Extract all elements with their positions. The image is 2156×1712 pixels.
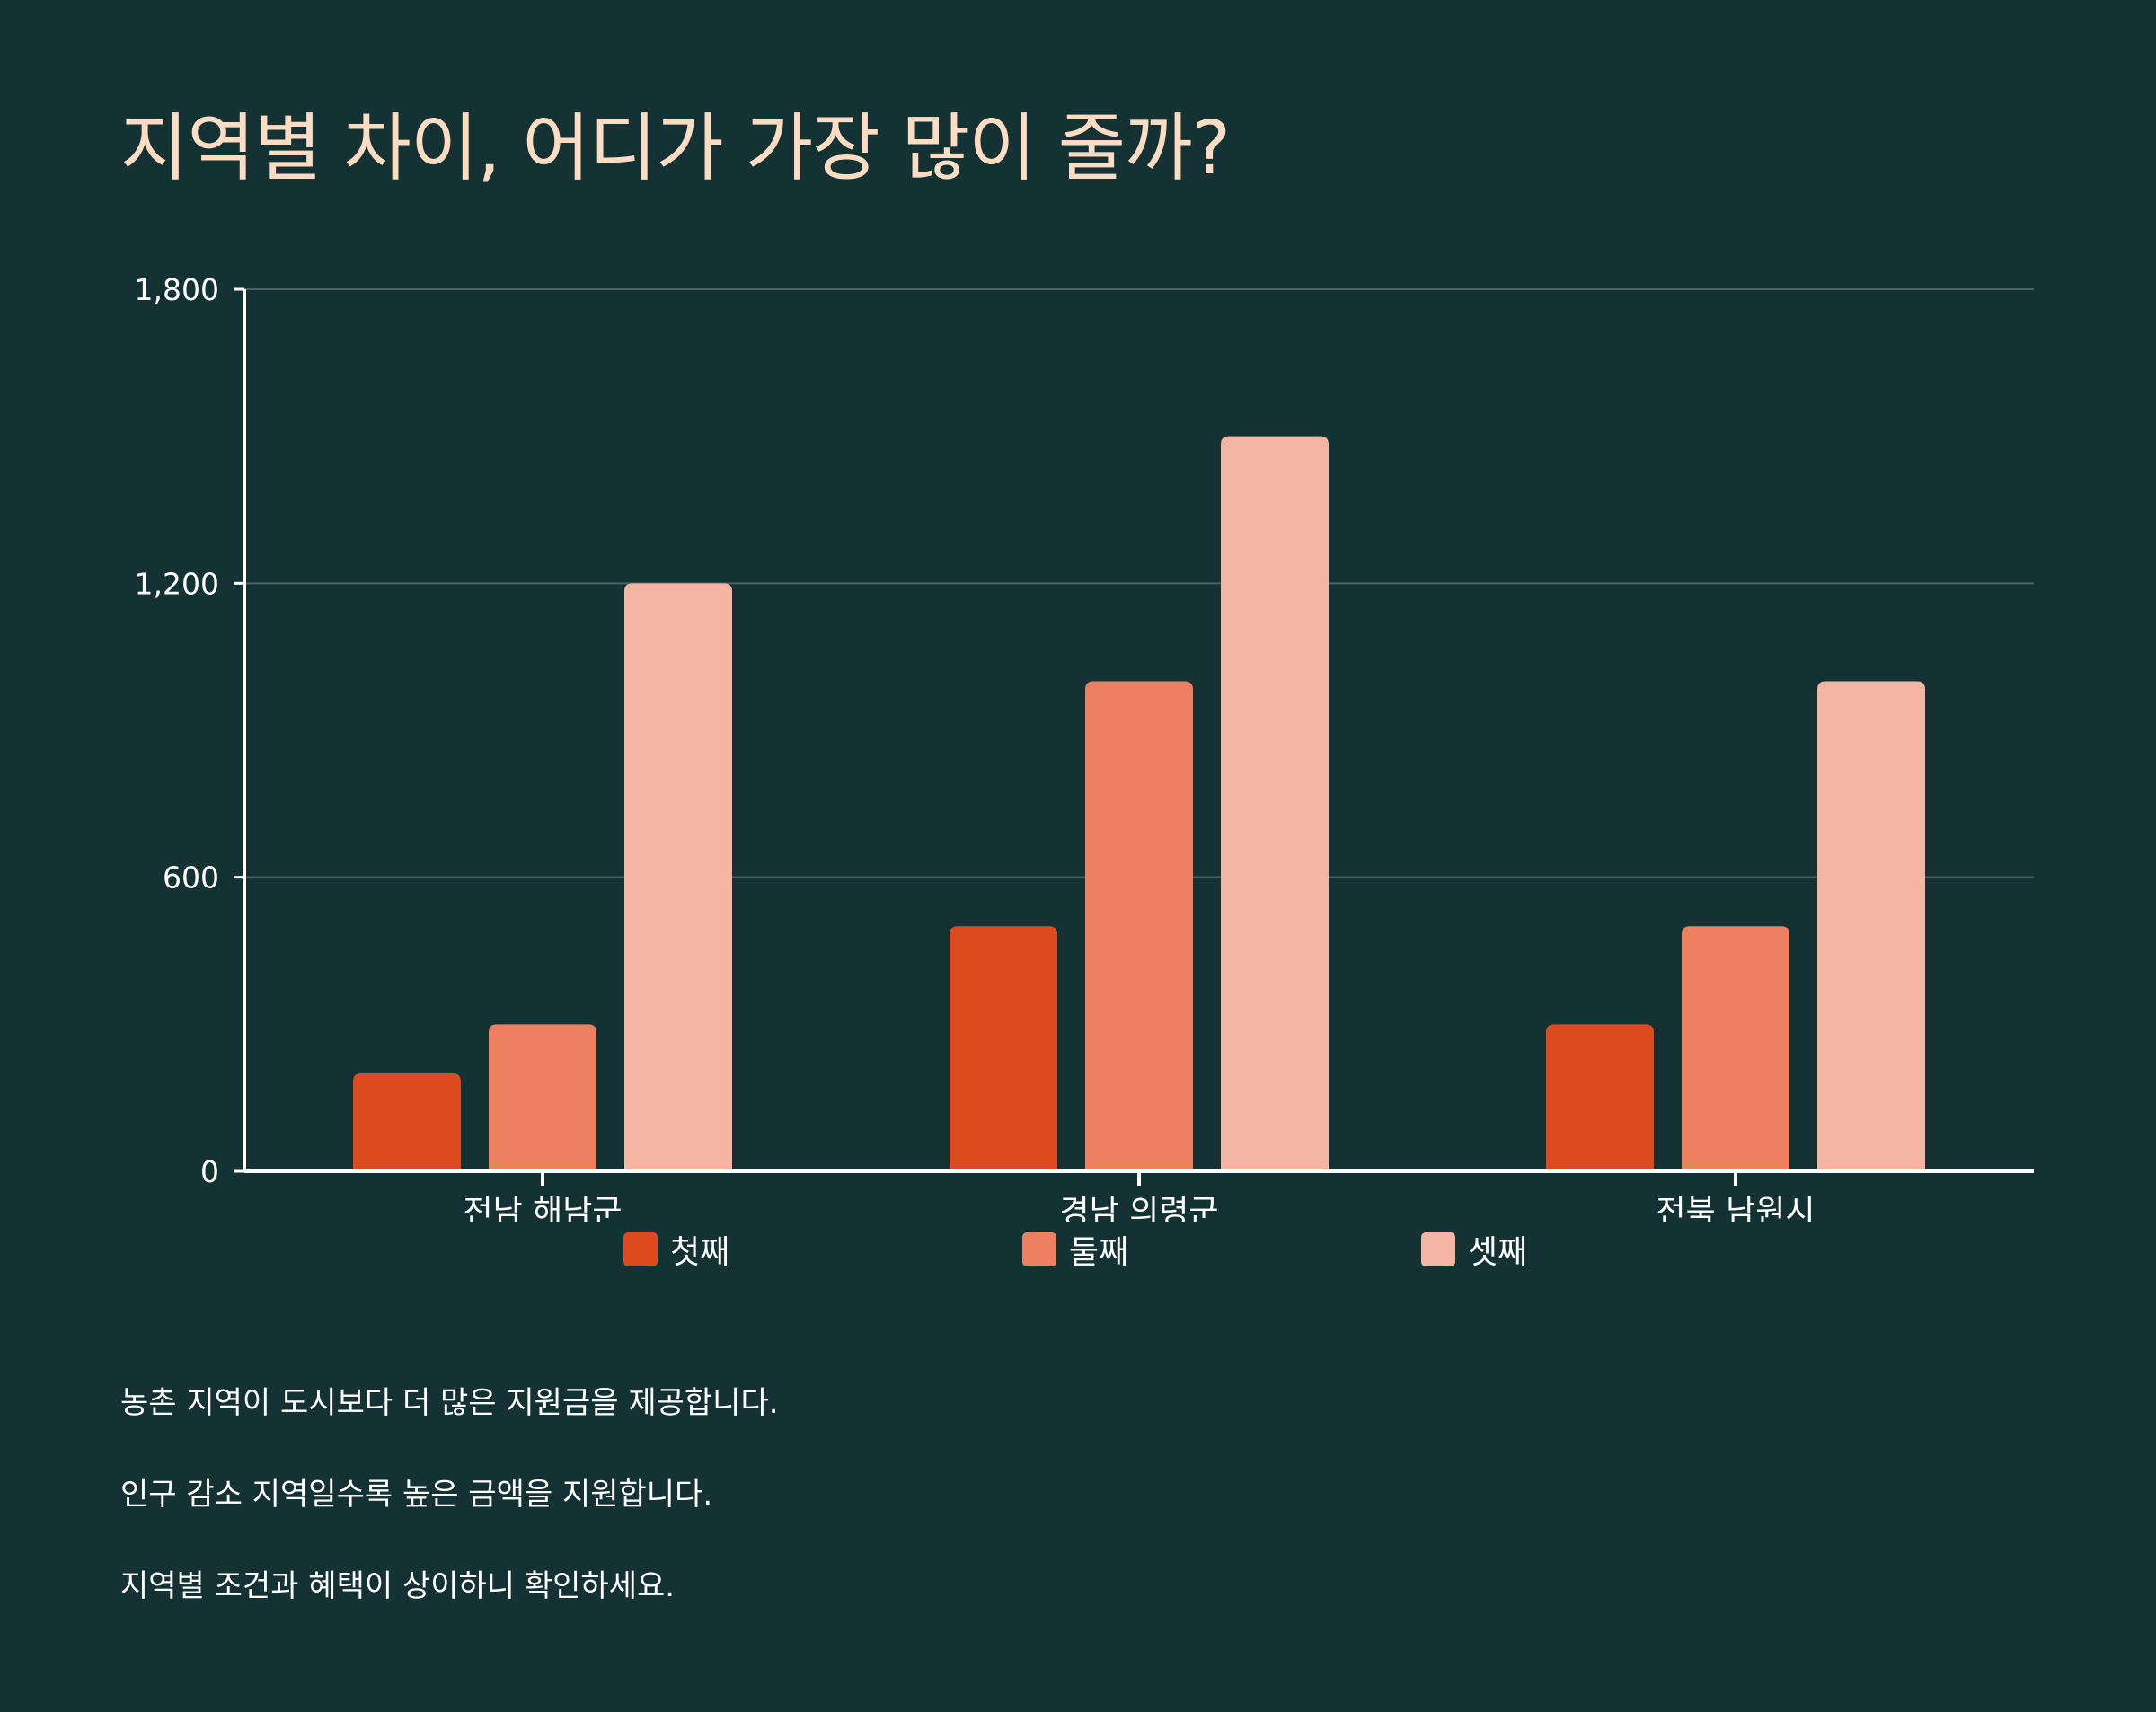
legend-label: 첫째 xyxy=(670,1234,730,1271)
bar xyxy=(624,583,732,1171)
y-tick-label: 600 xyxy=(163,860,219,896)
bars xyxy=(353,436,1925,1172)
y-tick-label: 1,200 xyxy=(135,566,219,601)
bar xyxy=(1085,681,1193,1171)
note-3: 지역별 조건과 혜택이 상이하니 확인하세요. xyxy=(120,1568,676,1604)
y-tick-label: 1,800 xyxy=(135,272,219,307)
x-tick-label: 전북 남원시 xyxy=(1656,1194,1815,1222)
bar xyxy=(353,1072,461,1171)
bar xyxy=(950,926,1057,1171)
x-tick-label: 전남 해남군 xyxy=(463,1194,622,1222)
chart-title: 지역별 차이, 어디가 가장 많이 줄까? xyxy=(120,106,1231,191)
y-tick-label: 0 xyxy=(200,1154,219,1189)
legend-item: 첫째 xyxy=(623,1227,729,1272)
note-1: 농촌 지역이 도시보다 더 많은 지원금을 제공합니다. xyxy=(120,1385,779,1421)
bar xyxy=(489,1024,596,1171)
legend-swatch xyxy=(1022,1232,1056,1266)
bar xyxy=(1221,436,1329,1172)
note-2: 인구 감소 지역일수록 높은 금액을 지원합니다. xyxy=(120,1477,713,1513)
bar-chart: 0 600 1,200 1,800 전남 해남군 경남 의령군 전북 남원시 xyxy=(135,272,2034,1222)
legend-label: 셋째 xyxy=(1468,1234,1528,1271)
bar xyxy=(1682,926,1789,1171)
legend-swatch xyxy=(623,1232,658,1266)
legend: 첫째 둘째 셋째 xyxy=(0,1227,2156,1272)
legend-item: 셋째 xyxy=(1421,1227,1527,1272)
legend-label: 둘째 xyxy=(1069,1234,1129,1271)
legend-item: 둘째 xyxy=(1022,1227,1128,1272)
axes: 0 600 1,200 1,800 전남 해남군 경남 의령군 전북 남원시 xyxy=(135,272,2034,1222)
x-tick-label: 경남 의령군 xyxy=(1059,1194,1218,1222)
legend-swatch xyxy=(1421,1232,1455,1266)
bar xyxy=(1817,681,1925,1171)
bar xyxy=(1546,1024,1654,1171)
